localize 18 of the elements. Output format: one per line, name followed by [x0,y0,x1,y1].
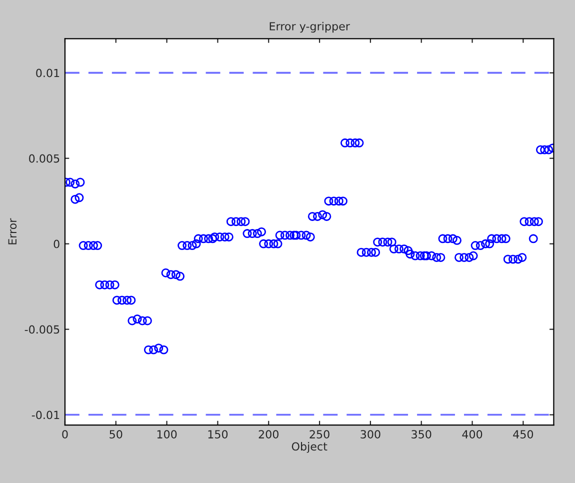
x-tick-label: 250 [310,430,330,438]
x-tick-label: 400 [462,430,482,438]
x-tick-label: 450 [513,430,534,438]
y-tick-label: 0.01 [36,68,60,78]
chart-title: Error y-gripper [270,22,350,33]
x-tick-label: 200 [258,430,278,438]
y-axis-title: Error [8,218,17,244]
x-tick-label: 50 [110,430,122,438]
y-tick-label: -0.005 [24,325,60,334]
x-tick-label: 300 [360,430,380,438]
y-tick-label: 0.005 [29,154,60,163]
y-tick-label: -0.01 [32,410,60,420]
y-tick-label: 0 [54,240,60,248]
x-axis-title: Object [292,442,328,453]
x-tick-label: 0 [62,430,68,438]
x-tick-label: 150 [208,430,228,438]
x-tick-label: 350 [412,430,432,438]
x-tick-label: 100 [157,430,177,438]
